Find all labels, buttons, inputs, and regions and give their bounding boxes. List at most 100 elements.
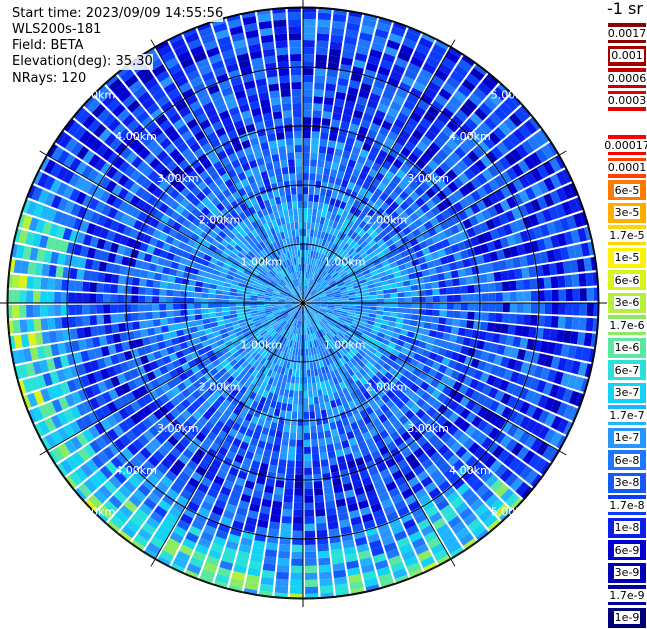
range-gate-cell <box>428 434 440 446</box>
range-gate-cell <box>476 173 488 186</box>
range-gate-cell <box>446 491 460 504</box>
range-gate-cell <box>159 289 167 296</box>
range-gate-cell <box>374 318 383 324</box>
range-gate-cell <box>253 319 261 325</box>
range-gate-cell <box>243 342 251 350</box>
range-gate-cell <box>513 398 525 412</box>
range-gate-cell <box>444 156 456 169</box>
range-gate-cell <box>313 296 321 300</box>
range-gate-cell <box>204 77 218 89</box>
range-gate-cell <box>334 276 342 282</box>
range-gate-cell <box>262 563 276 572</box>
range-gate-cell <box>481 384 493 396</box>
range-gate-cell <box>368 412 378 422</box>
range-gate-cell <box>482 253 492 263</box>
range-gate-cell <box>209 114 221 125</box>
range-gate-cell <box>319 253 325 261</box>
range-gate-cell <box>144 152 156 165</box>
range-gate-cell <box>269 176 277 185</box>
range-gate-cell <box>107 98 121 113</box>
range-gate-cell <box>320 319 327 326</box>
range-gate-cell <box>235 431 245 441</box>
range-gate-cell <box>294 295 301 301</box>
range-gate-cell <box>262 239 270 247</box>
range-gate-cell <box>243 116 254 127</box>
range-gate-cell <box>282 110 292 118</box>
range-gate-cell <box>296 278 300 286</box>
range-gate-cell <box>191 332 200 339</box>
range-gate-cell <box>307 341 311 349</box>
range-gate-cell <box>391 266 400 273</box>
range-gate-cell <box>310 348 314 356</box>
range-gate-cell <box>347 159 357 169</box>
range-gate-cell <box>261 319 269 324</box>
range-gate-cell <box>420 135 433 147</box>
range-gate-cell <box>346 496 357 506</box>
range-gate-cell <box>309 173 316 181</box>
range-gate-cell <box>400 464 412 476</box>
range-gate-cell <box>121 525 137 539</box>
range-gate-cell <box>505 335 515 346</box>
range-gate-cell <box>354 139 364 149</box>
range-gate-cell <box>187 297 195 303</box>
range-gate-cell <box>182 327 191 335</box>
range-gate-cell <box>397 245 406 253</box>
range-gate-cell <box>217 567 232 578</box>
range-gate-cell <box>131 156 143 169</box>
range-gate-cell <box>367 262 375 269</box>
range-gate-cell <box>342 355 350 363</box>
range-gate-cell <box>271 204 278 213</box>
range-gate-cell <box>348 80 361 90</box>
range-gate-cell <box>297 285 301 293</box>
range-gate-cell <box>345 29 359 39</box>
range-gate-cell <box>141 97 156 110</box>
range-gate-cell <box>272 393 279 402</box>
range-gate-cell <box>265 442 274 451</box>
range-gate-cell <box>255 195 264 204</box>
range-gate-cell <box>477 141 490 154</box>
range-gate-cell <box>528 453 542 469</box>
range-gate-cell <box>258 272 266 278</box>
range-gate-cell <box>309 180 315 188</box>
range-gate-cell <box>327 296 335 299</box>
range-gate-cell <box>366 320 375 326</box>
range-gate-cell <box>335 333 343 341</box>
range-gate-cell <box>129 456 142 470</box>
range-gate-cell <box>285 474 294 482</box>
range-gate-cell <box>240 238 249 246</box>
range-gate-cell <box>220 172 231 183</box>
range-gate-cell <box>139 503 153 516</box>
range-gate-cell <box>40 388 51 403</box>
range-gate-cell <box>514 461 528 476</box>
range-gate-cell <box>296 439 303 447</box>
range-gate-cell <box>32 203 44 218</box>
range-gate-cell <box>234 327 242 334</box>
range-gate-cell <box>353 184 362 193</box>
range-gate-cell <box>359 409 368 419</box>
range-gate-cell <box>460 285 468 294</box>
range-gate-cell <box>296 243 300 251</box>
range-gate-cell <box>282 337 288 345</box>
range-gate-cell <box>269 282 276 287</box>
range-gate-cell <box>203 175 214 186</box>
range-gate-cell <box>303 166 310 174</box>
range-gate-cell <box>459 277 467 286</box>
range-gate-cell <box>393 185 404 196</box>
range-gate-cell <box>313 317 319 324</box>
range-gate-cell <box>495 483 509 498</box>
range-gate-cell <box>340 232 347 241</box>
range-gate-cell <box>147 413 159 425</box>
range-gate-cell <box>69 328 78 340</box>
range-gate-cell <box>324 218 330 226</box>
range-gate-cell <box>320 328 326 336</box>
range-gate-cell <box>130 413 142 425</box>
range-gate-cell <box>268 428 276 437</box>
range-gate-cell <box>430 206 441 216</box>
range-gate-cell <box>396 287 405 293</box>
range-gate-cell <box>295 286 299 293</box>
range-gate-cell <box>390 394 400 405</box>
range-gate-cell <box>274 167 282 176</box>
range-gate-cell <box>259 433 268 443</box>
range-gate-cell <box>419 181 430 192</box>
